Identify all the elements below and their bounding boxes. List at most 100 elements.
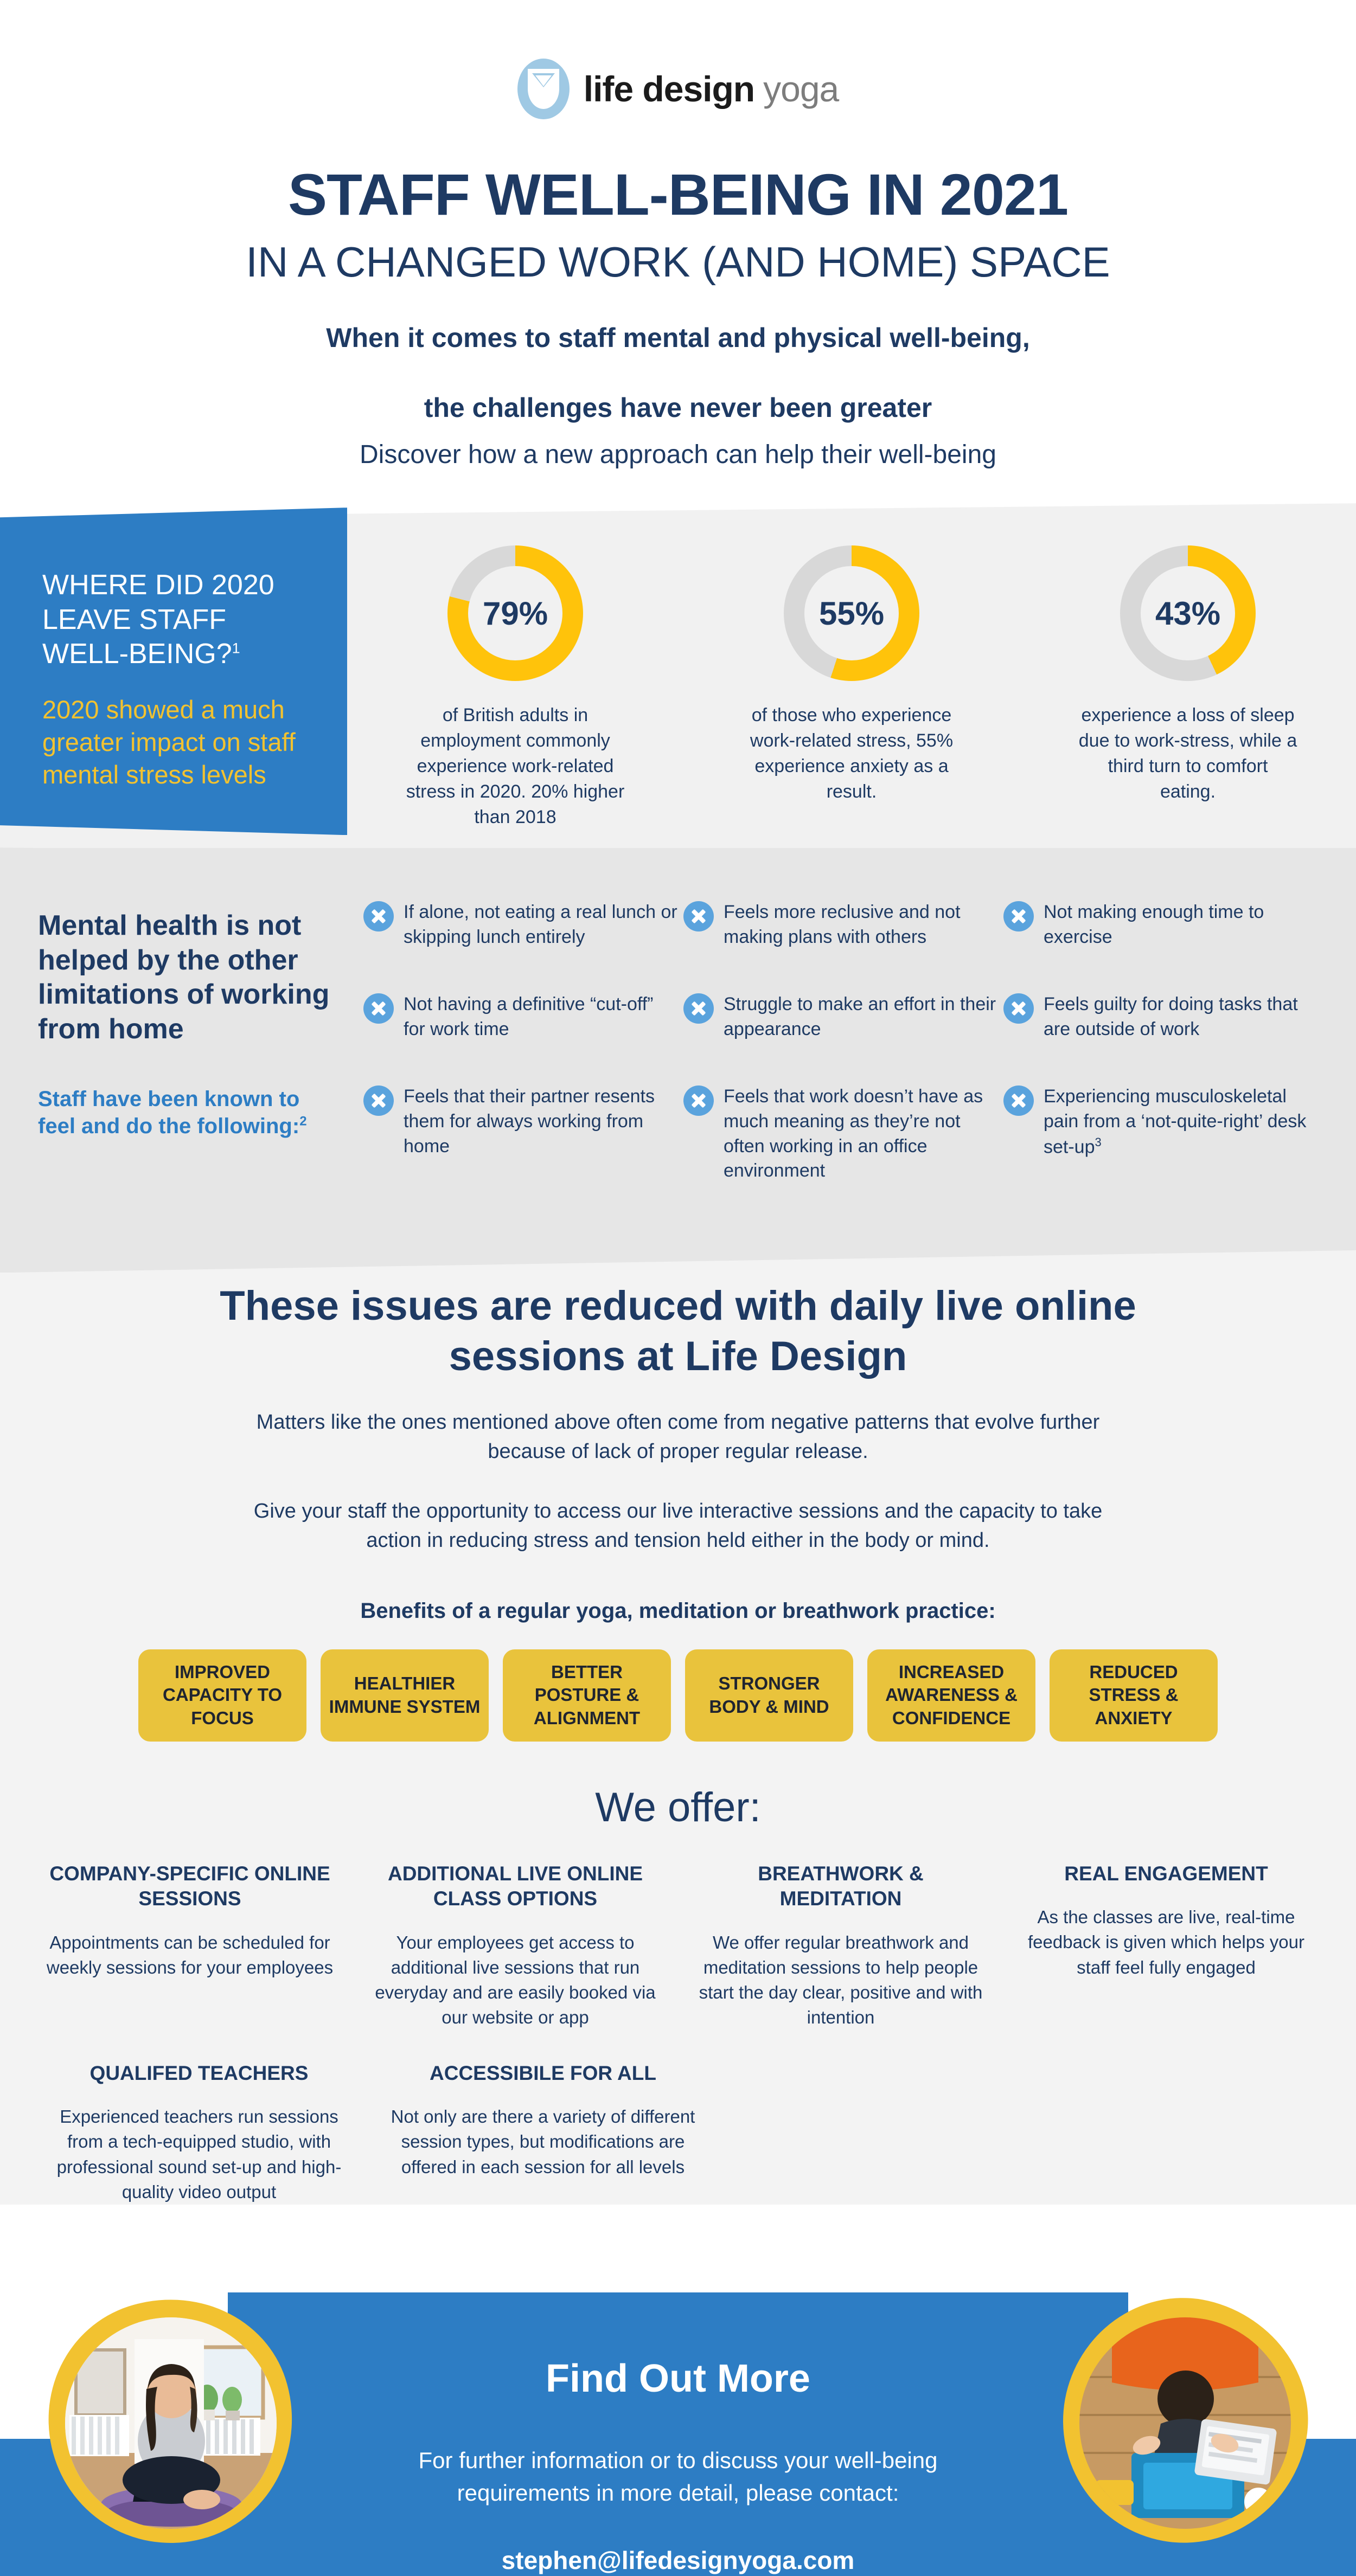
footer-content: Find Out More For further information or… [0,2238,1356,2576]
offer-card-body: Your employees get access to additional … [375,1932,656,2028]
page-subtitle: IN A CHANGED WORK (AND HOME) SPACE [246,238,1110,286]
offer-card-title: ADDITIONAL LIVE ONLINE CLASS OPTIONS [387,1862,643,1910]
footer-intro: For further information or to discuss yo… [418,2447,938,2506]
offer-card-title: QUALIFED TEACHERS [89,2061,309,2084]
benefit-badge: INCREASED AWARENESS & CONFIDENCE [867,1649,1035,1742]
stats-band: WHERE DID 2020 LEAVE STAFF WELL-BEING?1 … [0,508,1356,849]
offer-card-title: COMPANY-SPECIFIC ONLINE SESSIONS [49,1862,330,1910]
offer-card-body: Not only are there a variety of differen… [391,2106,695,2177]
list-item-label: Not making enough time to exercise [1044,902,1264,948]
lede-line-2: the challenges have never been greater [424,393,932,423]
limitations-column-1: If alone, not eating a real lunch or ski… [363,900,678,1184]
list-item: Struggle to make an effort in their appe… [683,992,998,1042]
brand-name-light: yoga [763,69,839,109]
offer-row2-spacer [715,2061,1022,2205]
avatar [1034,2270,1336,2572]
brand-logo: life design yoga [0,59,1356,119]
list-item: Not having a definitive “cut-off” for wo… [363,992,678,1042]
list-item-label: Feels guilty for doing tasks that are ou… [1044,993,1298,1039]
donut-chart-2: 55% [784,545,919,682]
benefits-row: IMPROVED CAPACITY TO FOCUS HEALTHIER IMM… [0,1649,1356,1742]
offer-card-body: As the classes are live, real-time feedb… [1028,1907,1304,1977]
cross-icon [363,1085,394,1116]
avatar [17,2267,325,2575]
brand-wordmark: life design yoga [583,69,840,109]
list-item: Feels more reclusive and not making plan… [683,900,998,950]
donut-caption-2: of those who experience work-related str… [750,705,954,802]
stat-card-1: 79% of British adults in employment comm… [374,545,656,830]
stats-panel-body: 2020 showed a much greater impact on sta… [42,695,296,789]
we-offer-heading: We offer: [595,1784,761,1830]
list-item-label: Struggle to make an effort in their appe… [724,993,996,1039]
offer-card-title: REAL ENGAGEMENT [1064,1862,1268,1885]
benefit-badge: BETTER POSTURE & ALIGNMENT [503,1649,671,1742]
list-item: Not making enough time to exercise [1003,900,1318,950]
offer-card-body: We offer regular breathwork and meditati… [699,1932,983,2028]
donut-caption-1: of British adults in employment commonly… [406,705,625,827]
donut-value-1: 79% [468,566,562,661]
offer-card-title: ACCESSIBILE FOR ALL [430,2061,656,2084]
list-item-label: Experiencing musculoskeletal pain from a… [1044,1085,1307,1157]
limitations-columns: If alone, not eating a real lunch or ski… [363,900,1318,1184]
offer-card-body: Experienced teachers run sessions from a… [56,2106,342,2202]
limitations-intro: Mental health is not helped by the other… [38,900,363,1184]
benefit-badge: HEALTHIER IMMUNE SYSTEM [321,1649,489,1742]
list-item: Feels that work doesn’t have as much mea… [683,1084,998,1184]
list-item: If alone, not eating a real lunch or ski… [363,900,678,950]
offer-card: COMPANY-SPECIFIC ONLINE SESSIONS Appoint… [27,1861,353,2031]
benefit-badge: STRONGER BODY & MIND [685,1649,853,1742]
benefit-badge: IMPROVED CAPACITY TO FOCUS [138,1649,306,1742]
stat-card-3: 43% experience a loss of sleep due to wo… [1047,545,1329,830]
offer-card: REAL ENGAGEMENT As the classes are live,… [1003,1861,1329,2031]
stats-panel-heading: WHERE DID 2020 LEAVE STAFF WELL-BEING?1 [42,569,274,670]
contact-email[interactable]: stephen@lifedesignyoga.com [501,2546,855,2575]
cross-icon [363,901,394,932]
offer-card: ACCESSIBILE FOR ALL Not only are there a… [371,2061,715,2205]
cross-icon [363,993,394,1024]
donut-chart-group: 79% of British adults in employment comm… [347,517,1356,830]
benefits-label: Benefits of a regular yoga, meditation o… [360,1598,996,1623]
we-offer-row-2: QUALIFED TEACHERS Experienced teachers r… [0,2061,1356,2205]
stat-card-2: 55% of those who experience work-related… [711,545,993,830]
donut-chart-3: 43% [1120,545,1256,682]
header: life design yoga STAFF WELL-BEING IN 202… [0,0,1356,470]
limitations-column-3: Not making enough time to exercise Feels… [1003,900,1318,1184]
donut-caption-3: experience a loss of sleep due to work-s… [1078,705,1297,802]
brand-name-bold: life design [583,69,755,109]
solution-heading: These issues are reduced with daily live… [220,1283,1136,1380]
cross-icon [1003,901,1034,932]
limitations-column-2: Feels more reclusive and not making plan… [683,900,998,1184]
list-item: Experiencing musculoskeletal pain from a… [1003,1084,1318,1160]
list-item-label: Feels that work doesn’t have as much mea… [724,1085,983,1181]
cross-icon [1003,1085,1034,1116]
cross-icon [683,993,714,1024]
cross-icon [1003,993,1034,1024]
cross-icon [683,901,714,932]
footer-cta: Find Out More For further information or… [0,2238,1356,2576]
solution-paragraph-1: Matters like the ones mentioned above of… [256,1410,1100,1463]
list-item: Feels that their partner resents them fo… [363,1084,678,1159]
page-title: STAFF WELL-BEING IN 2021 [287,162,1069,227]
list-item: Feels guilty for doing tasks that are ou… [1003,992,1318,1042]
cross-icon [683,1085,714,1116]
list-item-label: Feels more reclusive and not making plan… [724,902,961,948]
donut-value-2: 55% [804,566,899,661]
solution-paragraph-2: Give your staff the opportunity to acces… [253,1499,1103,1552]
we-offer-section: We offer: COMPANY-SPECIFIC ONLINE SESSIO… [0,1741,1356,2205]
donut-value-3: 43% [1141,566,1235,661]
offer-card: QUALIFED TEACHERS Experienced teachers r… [27,2061,371,2205]
offer-row2-spacer [1022,2061,1329,2205]
offer-card-body: Appointments can be scheduled for weekly… [46,1932,334,1977]
lede-line-1: When it comes to staff mental and physic… [326,323,1030,354]
offer-card-title: BREATHWORK & MEDITATION [758,1862,924,1910]
photo-right [1079,2317,1291,2529]
limitations-subheading: Staff have been known to feel and do the… [38,1087,307,1138]
solution-section: These issues are reduced with daily live… [0,1249,1356,1742]
list-item-label: Not having a definitive “cut-off” for wo… [404,993,654,1039]
donut-chart-1: 79% [447,545,583,682]
list-item-label: If alone, not eating a real lunch or ski… [404,902,677,948]
limitations-heading: Mental health is not helped by the other… [38,910,330,1045]
offer-card: BREATHWORK & MEDITATION We offer regular… [678,1861,1003,2031]
lede-secondary: Discover how a new approach can help the… [360,440,996,470]
